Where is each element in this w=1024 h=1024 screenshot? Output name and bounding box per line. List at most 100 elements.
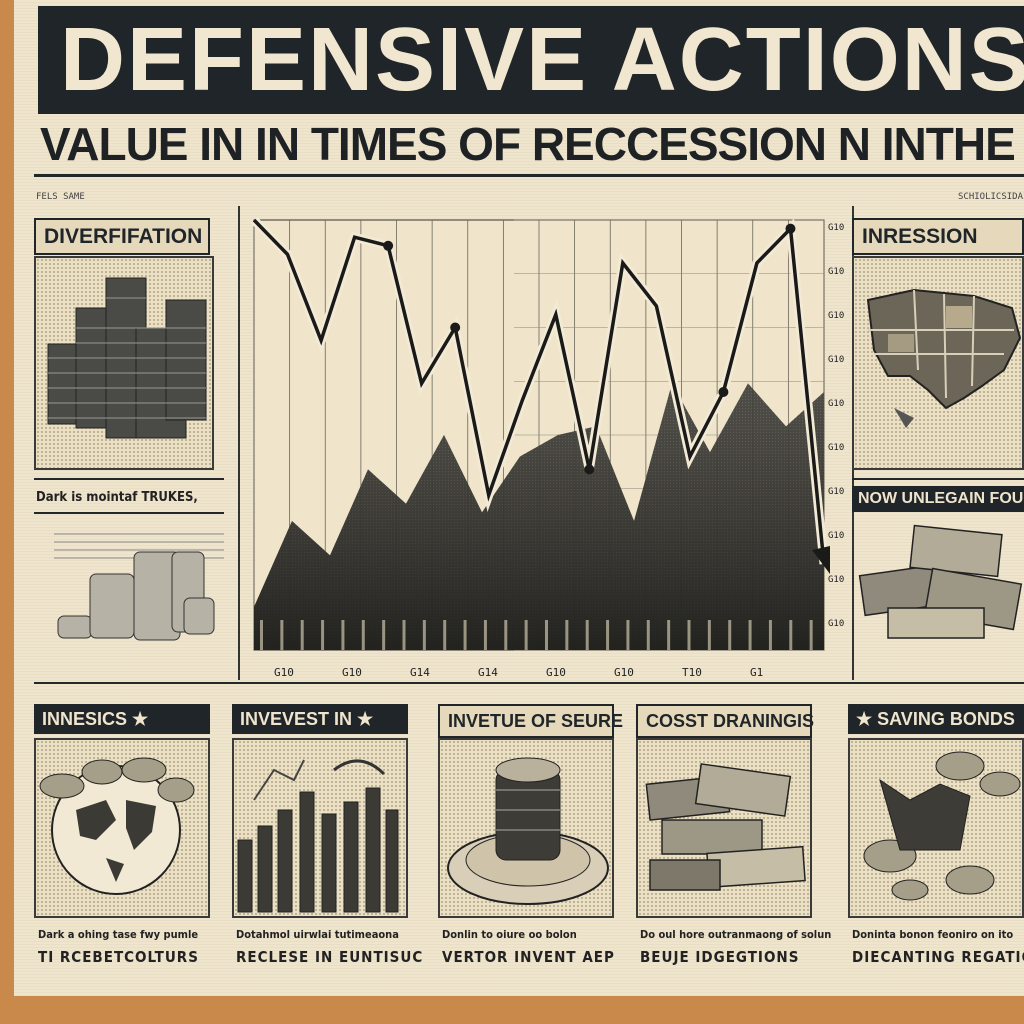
found-tag: NOW UNLEGAIN FOUND <box>852 486 1024 512</box>
x-tick-label: G10 <box>614 666 634 679</box>
coin-stacks-image <box>34 256 214 470</box>
y-tick-label: G10 <box>828 311 844 321</box>
trend-point <box>785 223 796 234</box>
bottom-panel-caption-big: BEUJE IDGEGTIONS <box>640 948 800 966</box>
baseline-tick <box>300 620 304 650</box>
bottom-panel-image <box>438 738 614 918</box>
bottom-panel-image <box>636 738 812 918</box>
page-title: DEFENSIVE ACTIONS: <box>60 10 1024 110</box>
trend-point <box>584 464 595 475</box>
bonds-coins-icon <box>863 751 1021 901</box>
small-label-left: FELS SAME <box>36 192 85 202</box>
x-tick-label: G10 <box>274 666 294 679</box>
y-tick-label: G10 <box>828 399 844 409</box>
trend-point <box>383 240 394 251</box>
baseline-tick <box>789 620 793 650</box>
header-rule <box>34 174 1024 177</box>
bottom-panel-tag: INVEVEST IN ★ <box>232 704 408 734</box>
title-banner: DEFENSIVE ACTIONS: <box>38 6 1024 114</box>
baseline-tick <box>483 620 487 650</box>
page-subtitle: VALUE IN IN TIMES OF RECCESSION N INTHE … <box>40 118 1024 170</box>
bottom-panel-image <box>232 738 408 918</box>
y-tick-label: G10 <box>828 267 844 277</box>
baseline-tick <box>504 620 508 650</box>
small-label-right: SCHIOLICSIDAIS <box>958 192 1024 202</box>
bottom-rule <box>34 682 1024 684</box>
recession-chart: G10 G10 G14 G14 G10 G10 T10 G1 G10 G10 G10 G10 G10 G1… <box>250 216 844 679</box>
baseline-tick <box>748 620 752 650</box>
baseline-tick <box>280 620 284 650</box>
baseline-tick <box>382 620 386 650</box>
baseline-tick <box>361 620 365 650</box>
baseline-tick <box>463 620 467 650</box>
baseline-tick <box>707 620 711 650</box>
y-tick-label: G10 <box>828 223 844 233</box>
chart-frame: G10 G10 G14 G14 G10 G10 T10 G1 G10 G10 G10 G10 G10 G1… <box>238 206 854 680</box>
baseline-tick <box>687 620 691 650</box>
coin-stacks-icon <box>47 277 207 439</box>
bottom-panel-caption-big: DIECANTING REGATION <box>852 948 1024 966</box>
y-tick-label: G10 <box>828 443 844 453</box>
baseline-tick <box>768 620 772 650</box>
x-tick-label: G10 <box>342 666 362 679</box>
baseline-tick <box>809 620 813 650</box>
baseline-tick <box>606 620 610 650</box>
baseline-tick <box>524 620 528 650</box>
bottom-panel-caption-small: Dark a ohing tase fwy pumle <box>38 928 199 941</box>
y-tick-label: G10 <box>828 619 844 629</box>
baseline-tick <box>402 620 406 650</box>
bottom-panel-caption-big: TI RCEBETCOLTURS <box>38 948 199 966</box>
y-tick-label: G10 <box>828 575 844 585</box>
bottom-panel-caption-small: Do oul hore outranmaong of solun <box>640 928 832 941</box>
baseline-tick <box>545 620 548 650</box>
right-divider <box>852 478 1024 480</box>
baseline-tick <box>626 620 630 650</box>
x-tick-label: G1 <box>750 666 763 679</box>
baseline-tick <box>321 620 325 650</box>
bottom-panel-tag: INVETUE OF SEURE <box>438 704 623 738</box>
y-tick-label: G10 <box>828 531 844 541</box>
trend-point <box>718 387 729 397</box>
bottom-panel-image <box>848 738 1024 918</box>
baseline-tick <box>565 620 569 650</box>
left-caption: Dark is mointaf TRUKES, <box>36 490 198 505</box>
trend-point <box>450 322 461 333</box>
baseline-tick <box>422 620 426 650</box>
baseline-tick <box>443 620 447 650</box>
trend-line <box>252 218 826 565</box>
left-divider-2 <box>34 512 224 514</box>
cash-bundles-icon <box>858 524 1023 639</box>
x-tick-label: G10 <box>546 666 566 679</box>
cash-pile-icon <box>645 763 806 891</box>
bottom-panel-caption-small: Doninta bonon feoniro on ito <box>852 928 1014 941</box>
poster-sheet: DEFENSIVE ACTIONS: VALUE IN IN TIMES OF … <box>14 0 1024 996</box>
coin-stack-icon <box>447 757 609 905</box>
baseline-tick <box>728 620 732 650</box>
x-tick-label: G14 <box>478 666 498 679</box>
bottom-panel-tag: COSST DRANINGIS <box>636 704 814 738</box>
globe-coins-icon <box>39 757 195 895</box>
x-tick-label: G14 <box>410 666 430 679</box>
baseline-tick <box>646 620 650 650</box>
small-coins-image <box>34 522 228 670</box>
bottom-panel-tag: INNESICS ★ <box>34 704 210 734</box>
x-tick-label: T10 <box>682 666 702 679</box>
baseline-tick <box>667 620 671 650</box>
bottom-panel-tag: ★ SAVING BONDS <box>848 704 1024 734</box>
bar-chart-icon <box>237 759 399 913</box>
chart-area-shade <box>254 383 824 650</box>
baseline-tick <box>341 620 345 650</box>
bottom-panel-caption-small: Dotahmol uirwlai tutimeaona <box>236 928 399 941</box>
bottom-panel-image <box>34 738 210 918</box>
diversification-tag: DIVERFIFATION <box>34 218 210 255</box>
bottom-panel-caption-big: VERTOR INVENT AEP <box>442 948 615 966</box>
us-map-icon <box>866 288 1022 428</box>
inression-tag: INRESSION <box>852 218 1024 255</box>
small-coins-icon <box>54 533 224 641</box>
trend-arrowhead <box>812 546 830 574</box>
left-divider <box>34 478 224 480</box>
y-tick-label: G10 <box>828 487 844 497</box>
bottom-panel-caption-big: RECLESE IN EUNTISUC <box>236 948 424 966</box>
bottom-panel-caption-small: Donlin to oiure oo bolon <box>442 928 577 941</box>
baseline-tick <box>260 620 263 650</box>
